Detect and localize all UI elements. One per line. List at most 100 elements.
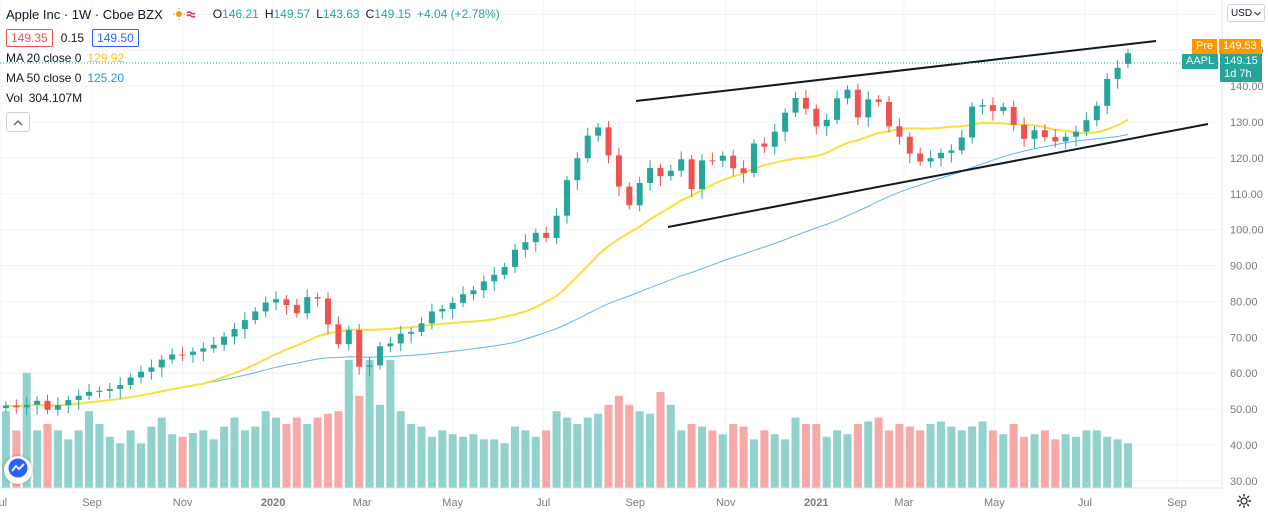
volume-bar [822,436,831,488]
candle-body [397,333,404,344]
candle-body [480,281,487,291]
volume-bar [324,413,333,488]
volume-bar [407,424,416,488]
candle [345,325,352,351]
candle [65,395,72,414]
last-price-value: 149.15 [1224,55,1258,67]
candle [844,85,851,105]
volume-bar [604,404,613,488]
ma20-legend-row[interactable]: MA 20 close 0 129.92 [6,48,506,68]
volume-bar [646,413,655,488]
candle [854,83,861,126]
candle [356,324,363,375]
candle [657,163,664,186]
candle [792,91,799,117]
candle [1093,101,1100,127]
candle-body [335,324,342,345]
candle [730,149,737,177]
upper-channel-line[interactable] [635,40,1157,102]
trendlines[interactable] [635,40,1209,228]
candle-body [1083,120,1090,132]
candle-body [96,390,103,392]
time-axis[interactable]: Jul Sep Nov 2020 Mar May Jul Sep Nov 2021 Mar May Ju… [0,497,1187,509]
currency-select[interactable]: USD [1227,4,1265,22]
candle-body [750,143,757,173]
candle [512,243,519,274]
volume-histogram [1,360,1132,488]
candle-body [148,367,155,372]
chart-legend: Apple Inc · 1W · Cboe BZX O 146.21 H 149… [6,4,506,132]
candle-body [688,159,695,190]
candle-body [34,400,41,405]
volume-bar [625,404,634,488]
ask-price-button[interactable]: 149.50 [92,29,139,47]
ma50-value: 125.20 [87,71,125,85]
market-status-icon[interactable] [172,7,197,21]
volume-legend-row[interactable]: Vol 304.107M [6,88,506,108]
volume-bar [292,417,301,488]
candle-body [418,323,425,332]
volume-bar [1051,439,1060,488]
volume-bar [490,439,499,488]
tradingview-logo-button[interactable] [4,456,32,484]
symbol-title[interactable]: Apple Inc · 1W · Cboe BZX [6,6,163,22]
candle-body [221,336,228,345]
volume-bar [334,411,343,488]
chevron-up-icon [13,115,23,129]
candle-body [626,186,633,206]
candle [304,289,311,320]
volume-bar [53,430,62,488]
candle-body [865,99,872,118]
candle-body [979,105,986,107]
candle-body [13,405,20,408]
candle-body [740,168,747,173]
candle-body [802,97,809,109]
ma50-label: MA 50 close 0 [6,71,82,85]
volume-bar [718,434,727,488]
candle [958,129,965,155]
volume-bar [261,411,270,488]
collapse-legend-button[interactable] [6,112,30,132]
candle-body [189,351,196,355]
volume-bar [853,424,862,488]
volume-bar [760,430,769,488]
ma50-legend-row[interactable]: MA 50 close 0 125.20 [6,68,506,88]
candle-body [470,290,477,295]
volume-bar [438,430,447,488]
volume-bar [531,436,540,488]
volume-bar [999,434,1008,488]
low-label: L [316,7,323,21]
candle-body [709,160,716,162]
candle [428,303,435,330]
logo-icon [8,458,28,483]
candle [449,296,456,319]
candle [470,285,477,301]
volume-bar [1123,443,1132,488]
volume-bar [178,436,187,488]
volume-bar [85,411,94,488]
volume-bar [801,424,810,488]
bid-price-button[interactable]: 149.35 [6,29,53,47]
price-axis[interactable]: 30.00 40.00 50.00 60.00 70.00 80.00 90.00 100.0… [1230,9,1264,487]
x-tick-label: Jul [1078,497,1092,509]
volume-bar [1040,430,1049,488]
lower-channel-line[interactable] [667,123,1209,228]
close-label: C [365,7,375,21]
x-tick-label: Mar [353,497,372,509]
volume-bar [864,421,873,488]
chart-settings-button[interactable] [1236,493,1252,509]
grid [0,0,1220,488]
volume-bar [1061,434,1070,488]
candle [626,182,633,210]
candle [189,347,196,363]
candle [1010,100,1017,131]
candle-body [886,101,893,127]
candle-body [782,112,789,132]
volume-bar [126,430,135,488]
candle-body [428,311,435,324]
candle [397,325,404,352]
candle-body [771,131,778,147]
candle-body [44,400,51,410]
candle-body [927,158,934,162]
